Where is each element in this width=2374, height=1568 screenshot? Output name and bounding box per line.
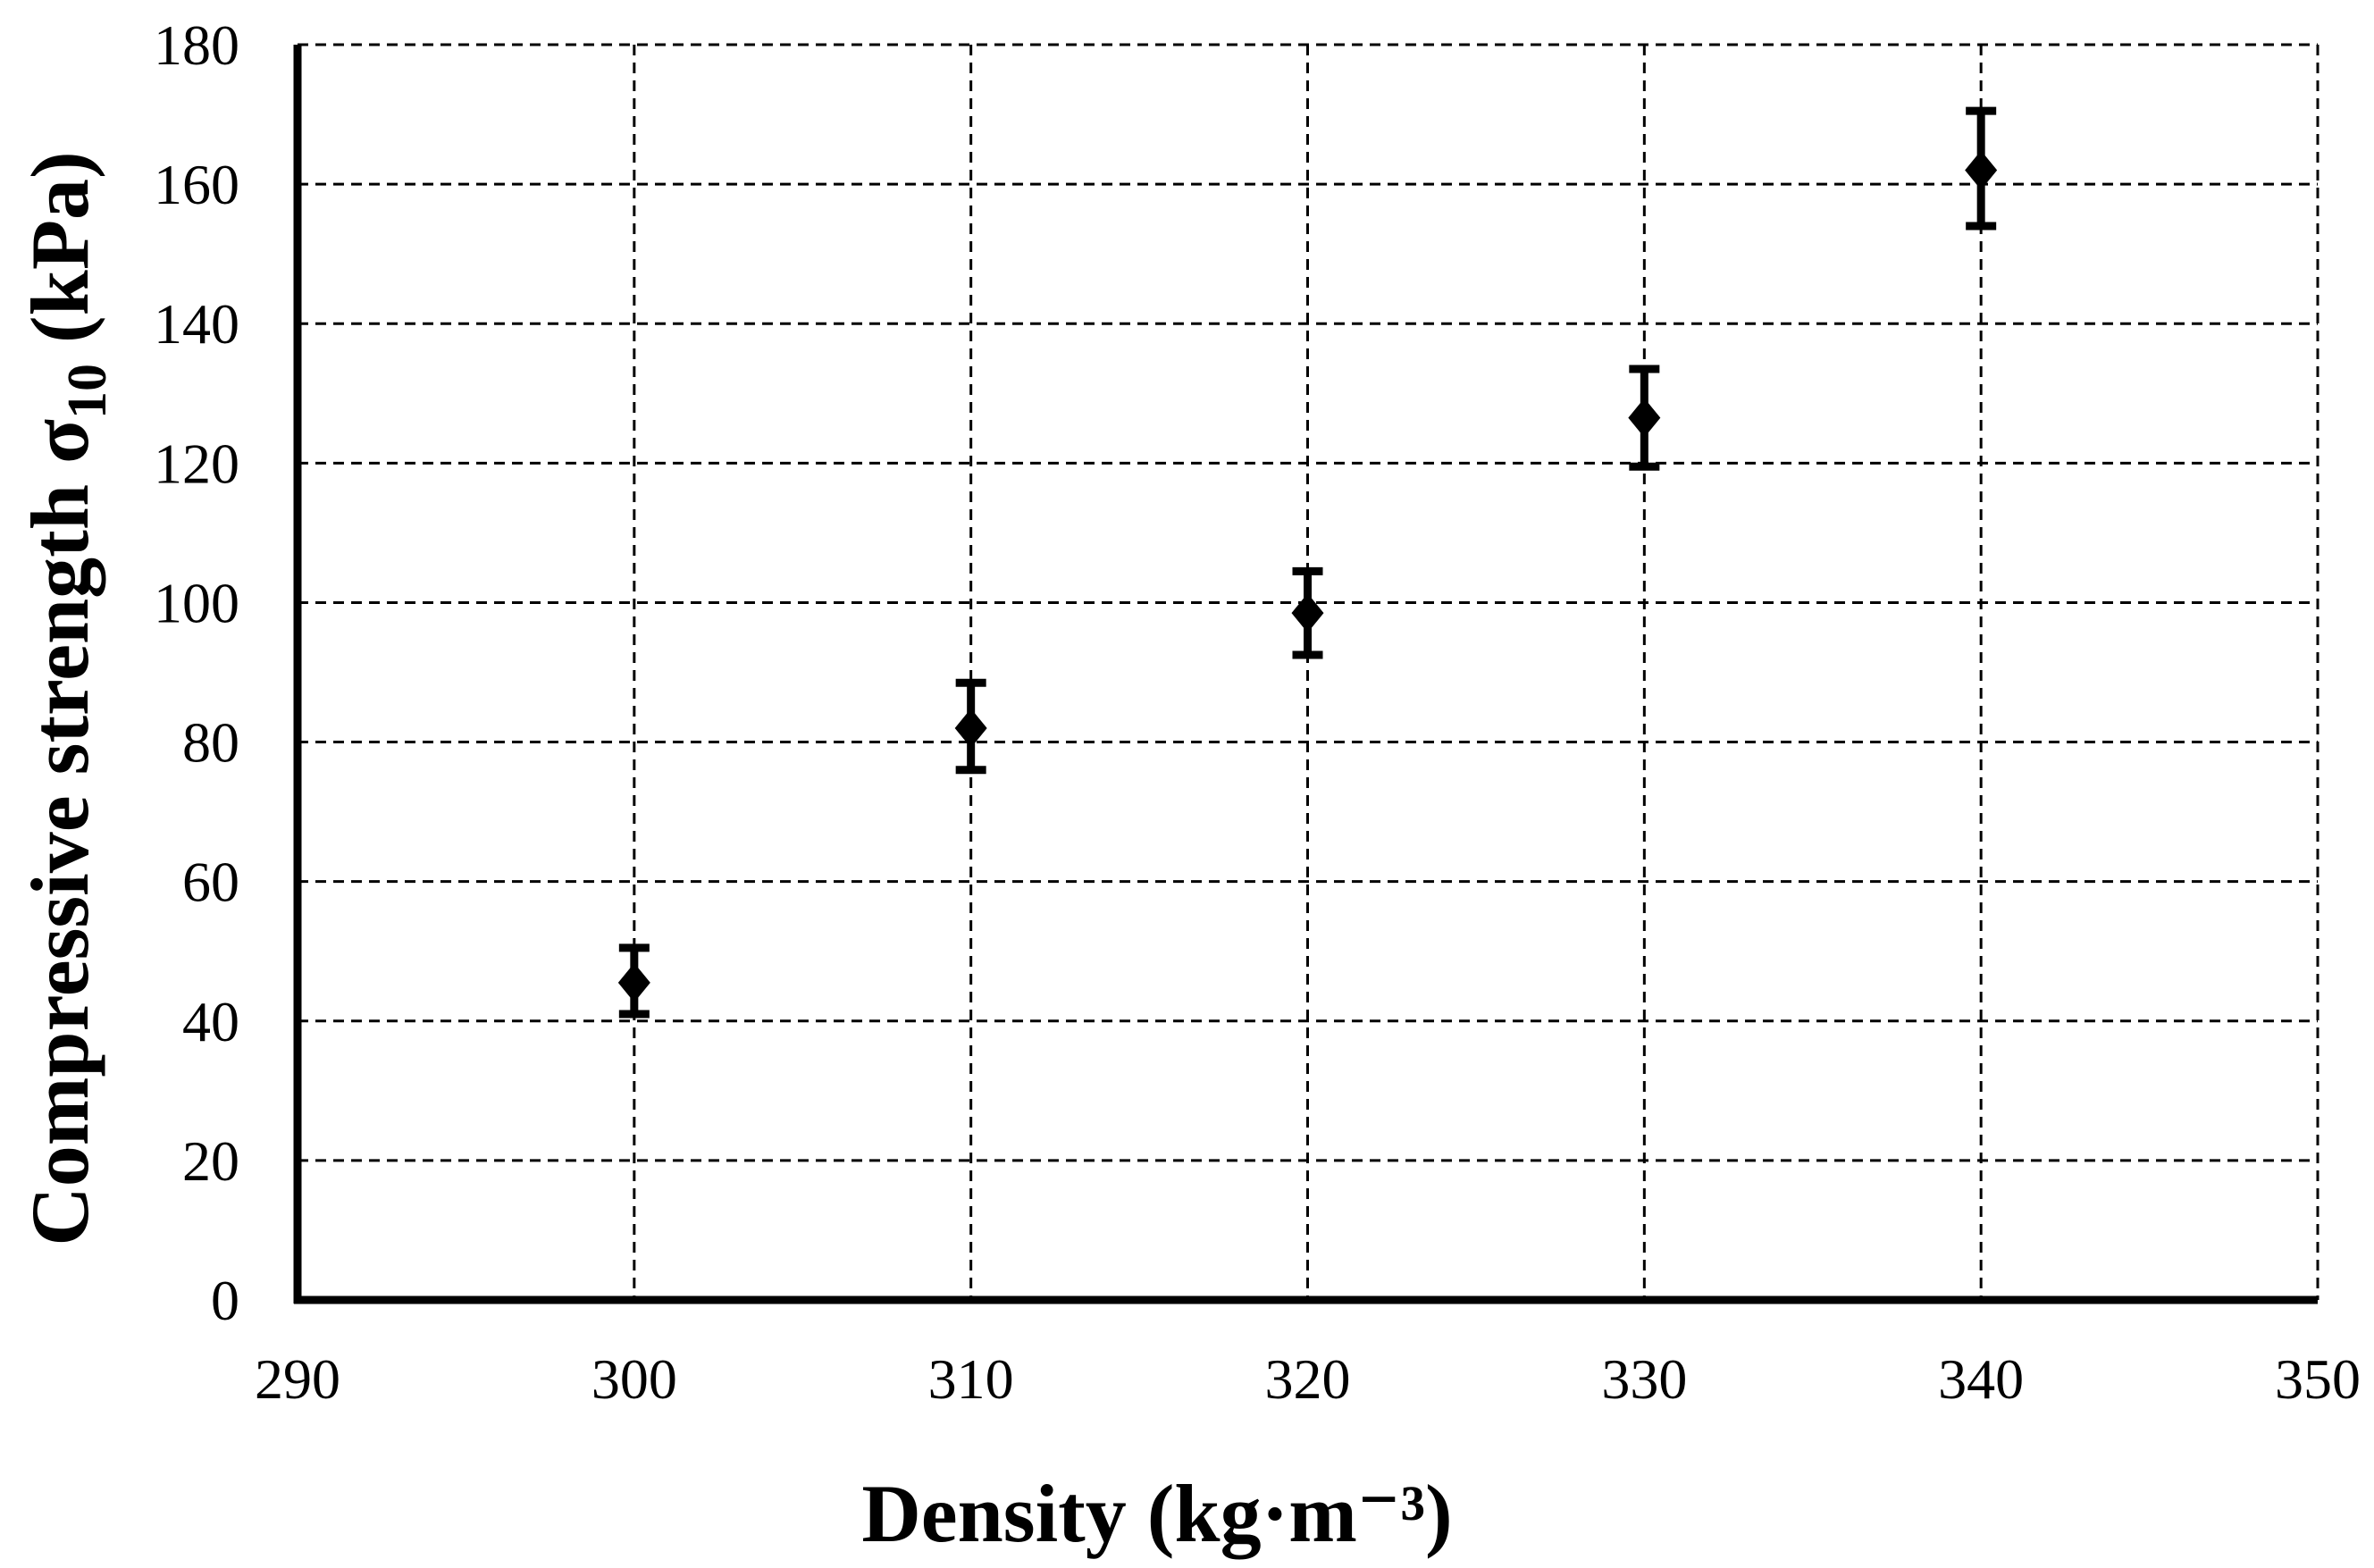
- y-tick-label: 20: [182, 1129, 239, 1193]
- y-tick-label: 40: [182, 990, 239, 1053]
- y-tick-label: 120: [154, 432, 239, 495]
- x-tick-label: 290: [255, 1347, 340, 1411]
- data-point-group: [1965, 106, 1998, 231]
- y-tick-label: 140: [154, 292, 239, 356]
- x-tick-label: 300: [591, 1347, 677, 1411]
- data-point-group: [617, 943, 650, 1019]
- data-point-group: [1291, 566, 1324, 659]
- x-tick-label: 310: [928, 1347, 1014, 1411]
- y-tick-label: 60: [182, 851, 239, 914]
- data-series: [617, 106, 1998, 1019]
- y-tick-label: 80: [182, 711, 239, 775]
- x-axis-title: Density (kg·m⁻³): [861, 1468, 1452, 1559]
- grid-lines: [298, 43, 2319, 1300]
- y-axis-title: Compressive strength σ10 (kPa): [14, 151, 118, 1245]
- x-tick-label: 320: [1265, 1347, 1351, 1411]
- y-axis-title-unit: (kPa): [14, 151, 105, 364]
- data-point-marker: [1965, 150, 1998, 190]
- y-tick-label: 160: [154, 153, 239, 216]
- data-point-marker: [954, 708, 987, 748]
- x-tick-label: 340: [1938, 1347, 2024, 1411]
- data-point-marker: [1628, 398, 1661, 438]
- data-point-group: [1628, 365, 1661, 471]
- y-tick-label: 0: [211, 1269, 239, 1332]
- axes: [293, 45, 2318, 1304]
- y-axis-title-subscript: 10: [57, 364, 118, 419]
- y-tick-label: 100: [154, 571, 239, 634]
- y-axis-title-main: Compressive strength σ: [14, 419, 105, 1246]
- data-point-marker: [1291, 593, 1324, 633]
- y-tick-label: 180: [154, 13, 239, 77]
- tick-labels: 0 20 40 60 80 100 120 140 160 180 290 300 310 320 330 3…: [154, 13, 2361, 1411]
- x-tick-label: 350: [2275, 1347, 2361, 1411]
- data-point-marker: [617, 962, 650, 1002]
- x-tick-label: 330: [1601, 1347, 1687, 1411]
- data-point-group: [954, 678, 987, 775]
